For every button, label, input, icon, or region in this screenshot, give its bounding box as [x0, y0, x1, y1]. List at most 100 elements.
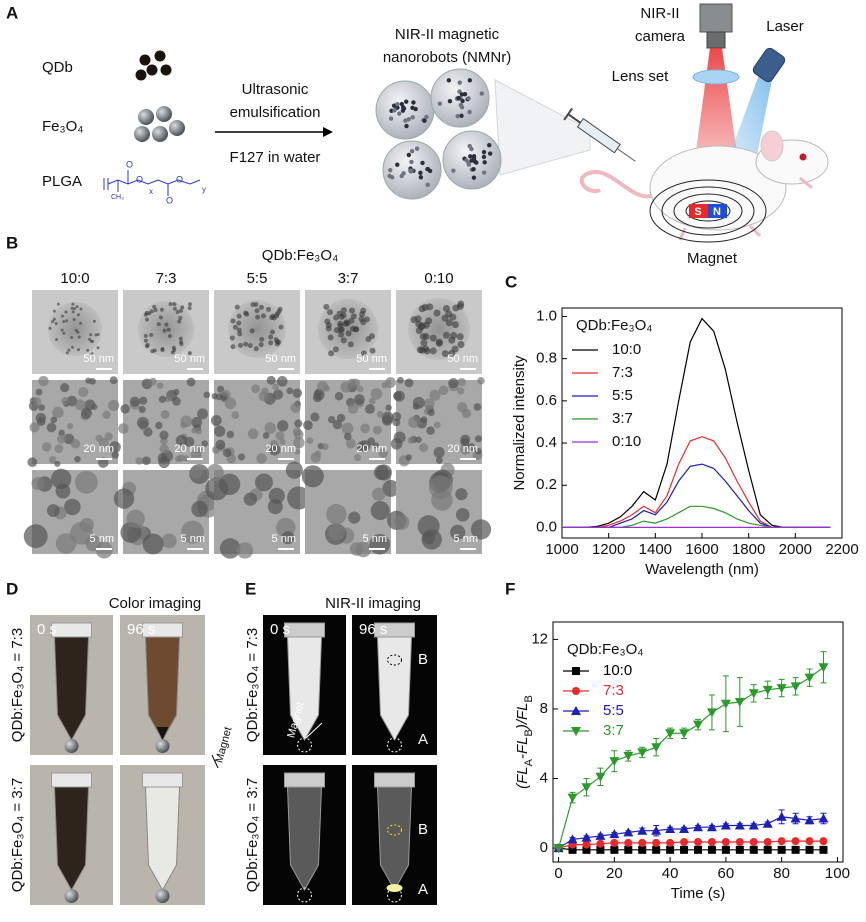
tem-dot	[126, 509, 145, 529]
marker	[790, 813, 801, 823]
particle	[467, 109, 472, 115]
tem-dot	[365, 404, 375, 414]
tem-dot	[96, 332, 100, 336]
tem-dot	[433, 446, 445, 458]
tem-dot	[303, 420, 313, 431]
camera-lens	[706, 31, 726, 49]
tem-dot	[448, 377, 459, 389]
tem-dot	[190, 449, 202, 461]
tem-dot	[429, 347, 437, 355]
tem-dot	[429, 334, 437, 342]
tem-dot	[67, 348, 71, 352]
marker	[776, 684, 787, 694]
tem-dot	[172, 302, 177, 307]
y-axis-label-part: )/FL	[514, 702, 531, 731]
tem-dot	[135, 457, 143, 465]
tem-dot	[272, 383, 279, 391]
tem-dot	[460, 437, 470, 447]
tem-dot	[149, 333, 154, 338]
tem-dot	[58, 429, 65, 437]
tem-dot	[325, 322, 332, 329]
tem-dot	[197, 408, 208, 420]
tem-dot	[161, 533, 177, 549]
marker	[777, 837, 786, 846]
tem-dot	[422, 321, 430, 329]
tem-dot	[230, 344, 236, 350]
tem-dot	[332, 419, 343, 430]
material-label: QDb	[42, 59, 73, 76]
tem-dot	[254, 308, 260, 314]
tem-dot	[292, 388, 303, 398]
x-tick-label: 0	[554, 865, 562, 882]
particle	[395, 101, 400, 107]
time-label: 96 s	[359, 621, 387, 638]
marker	[609, 757, 620, 767]
tem-dot	[187, 302, 192, 307]
tem-dot	[111, 451, 119, 459]
tem-dot	[70, 306, 74, 310]
tem-dot	[475, 447, 482, 455]
tem-dot	[477, 377, 485, 385]
particle	[422, 118, 427, 123]
particle	[467, 78, 473, 83]
scale-bar-label: 5 nm	[272, 533, 296, 545]
tem-dot	[286, 387, 294, 395]
tem-dot	[457, 387, 465, 395]
particle	[447, 99, 453, 104]
nanorobot-icons	[375, 68, 502, 200]
tem-dot	[340, 337, 347, 344]
tem-dot	[368, 333, 375, 340]
tem-dot	[142, 456, 151, 466]
formula-atom: O	[176, 174, 183, 184]
mouse-ear	[760, 130, 784, 162]
tem-dot	[382, 414, 393, 426]
particle	[479, 91, 485, 96]
tem-dot	[467, 443, 476, 451]
particle	[406, 152, 412, 158]
magnet-arrow	[211, 754, 219, 769]
tem-dot	[445, 319, 453, 327]
panel-label: E	[245, 579, 256, 598]
x-axis-label: Wavelength (nm)	[645, 561, 759, 578]
tem-dot	[457, 401, 468, 413]
tem-dot	[382, 480, 400, 497]
tem-dot	[426, 303, 434, 311]
tem-dot	[109, 376, 118, 385]
material-label: Fe₃O₄	[42, 118, 83, 135]
formula-atom: O	[126, 159, 133, 169]
tem-dot	[268, 334, 274, 340]
tem-dot	[71, 302, 75, 306]
particle	[451, 168, 456, 173]
tem-dot	[271, 315, 277, 321]
marker	[567, 834, 578, 844]
marker	[665, 729, 676, 739]
tem-dot	[253, 346, 259, 352]
tem-dot	[236, 327, 242, 333]
plot-frame	[561, 307, 843, 539]
tem-dot	[179, 340, 184, 345]
y-tick-label: 0.2	[536, 476, 557, 493]
tem-dot	[393, 514, 410, 531]
plga-formula: O O O O x y CH₃	[103, 159, 206, 205]
tem-dot	[52, 406, 64, 419]
product-label: nanorobots (NMNr)	[383, 49, 511, 66]
tem-dot	[173, 388, 180, 396]
particle	[409, 149, 415, 154]
tem-dot	[149, 377, 157, 386]
tem-dot	[266, 375, 276, 385]
tem-dot	[340, 381, 352, 393]
tem-dot	[164, 322, 169, 327]
scale-bar-label: 5 nm	[454, 533, 478, 545]
magnet-pole	[708, 204, 727, 218]
region-circle	[387, 824, 402, 836]
particle	[404, 123, 409, 129]
tem-dot	[343, 319, 350, 326]
tem-dot	[253, 301, 259, 307]
tem-dot	[255, 314, 261, 320]
y-axis-label-part: A	[523, 758, 535, 766]
marker	[679, 729, 690, 739]
tem-dot	[350, 313, 357, 320]
tem-dot	[172, 306, 177, 311]
region-label: B	[418, 651, 428, 668]
tem-dot	[56, 302, 60, 306]
